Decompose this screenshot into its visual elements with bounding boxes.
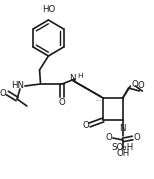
Text: HO: HO — [42, 5, 55, 14]
Text: O: O — [106, 134, 112, 142]
Text: N: N — [120, 124, 126, 133]
Text: O: O — [132, 79, 138, 88]
Text: HN: HN — [11, 81, 24, 90]
Text: N: N — [70, 74, 76, 83]
Text: O: O — [82, 122, 89, 130]
Text: O: O — [133, 134, 140, 142]
Text: O: O — [0, 88, 7, 98]
Text: ···: ··· — [43, 81, 49, 86]
Text: H: H — [78, 73, 83, 79]
Text: ···: ··· — [95, 98, 101, 103]
Text: O: O — [137, 81, 144, 90]
Text: OH: OH — [116, 149, 129, 158]
Text: SO₃H: SO₃H — [112, 144, 134, 153]
Text: O: O — [59, 98, 65, 107]
